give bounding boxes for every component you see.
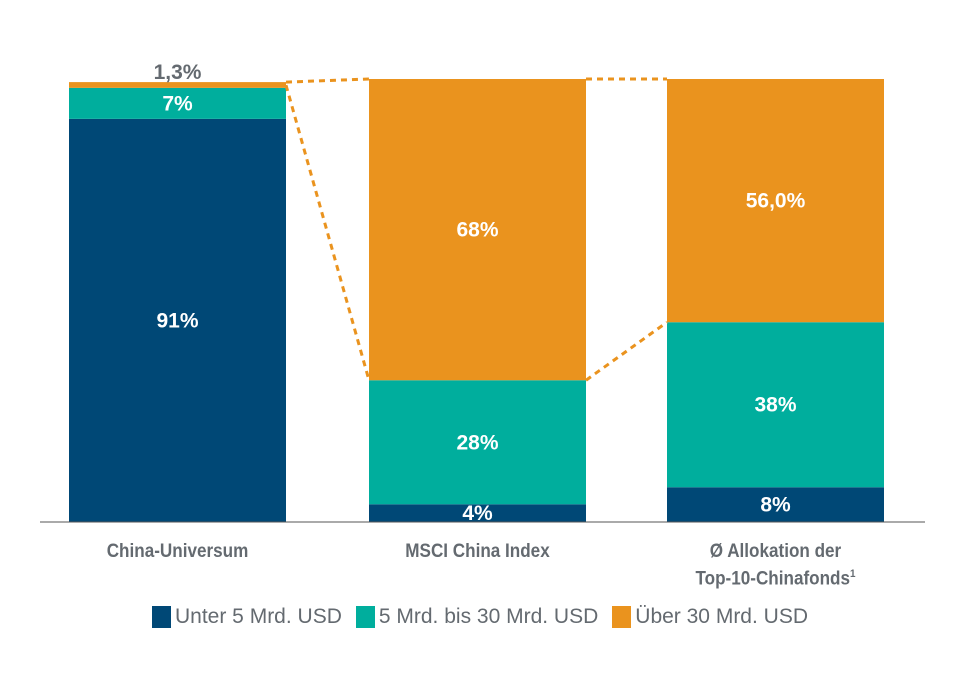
data-label: 1,3% [154,61,202,84]
legend-item-2: Über 30 Mrd. USD [612,605,808,629]
bar-segment [667,487,884,522]
data-label: 38% [754,394,796,417]
legend-label: Über 30 Mrd. USD [635,605,808,628]
bar-segment [369,380,586,505]
connector-line [285,77,370,84]
bar-segment [69,87,286,119]
legend-swatch [152,606,171,628]
data-label: 8% [760,494,791,517]
data-label: 4% [462,502,493,525]
connector-line [585,320,668,382]
data-label: 56,0% [746,190,806,213]
data-label: 28% [456,431,498,454]
legend-swatch [612,606,632,628]
legend-label: 5 Mrd. bis 30 Mrd. USD [378,605,599,628]
category-label-0: China-Universum [106,541,249,562]
bar-segment [667,79,884,323]
bar-segment [69,82,286,88]
legend-label: Unter 5 Mrd. USD [175,605,342,628]
bar-segment [667,322,884,488]
data-label: 7% [162,92,193,115]
category-label-2: Ø Allokation der Top-10-Chinafonds1 [695,541,856,590]
legend-item-1: 5 Mrd. bis 30 Mrd. USD [355,605,599,629]
category-label-1: MSCI China Index [405,541,550,562]
data-label: 91% [156,309,198,332]
bar-segment [369,504,586,522]
data-label: 68% [456,219,498,242]
bar-segment [69,118,286,523]
legend: Unter 5 Mrd. USD 5 Mrd. bis 30 Mrd. USD … [0,605,960,629]
legend-swatch [355,606,375,628]
bar-segment [369,79,586,381]
legend-item-0: Unter 5 Mrd. USD [152,605,342,629]
connector-line [284,84,371,381]
